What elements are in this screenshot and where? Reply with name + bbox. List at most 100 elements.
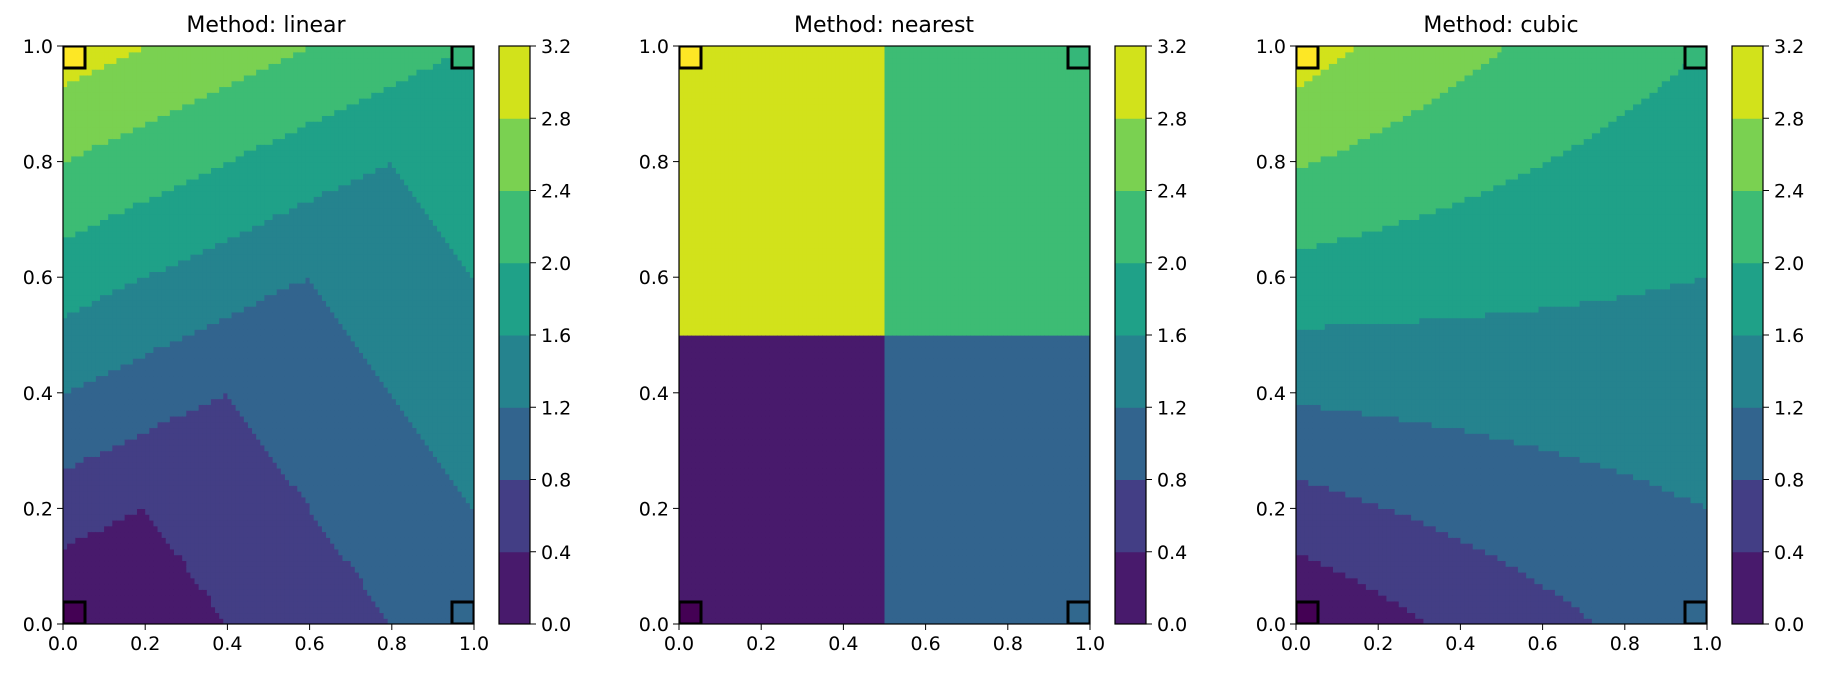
heatmap-cell xyxy=(256,317,261,325)
heatmap-cell xyxy=(157,444,163,452)
heatmap-cell xyxy=(161,277,167,284)
heatmap-cell xyxy=(71,288,76,296)
heatmap-cell xyxy=(157,126,163,134)
heatmap-cell xyxy=(79,190,85,197)
heatmap-cell xyxy=(182,519,187,527)
heatmap-cell xyxy=(95,410,101,417)
heatmap-cell xyxy=(247,335,253,342)
heatmap-cell xyxy=(153,254,159,261)
heatmap-cell xyxy=(63,138,68,145)
heatmap-cell xyxy=(63,410,68,417)
heatmap-cell xyxy=(235,207,241,215)
heatmap-cell xyxy=(87,456,93,463)
heatmap-cell xyxy=(95,387,101,394)
heatmap-cell xyxy=(227,69,233,76)
heatmap-cell xyxy=(63,479,68,486)
heatmap-cell xyxy=(256,115,261,122)
heatmap-cell xyxy=(235,132,241,140)
heatmap-cell xyxy=(247,554,253,562)
heatmap-cell xyxy=(112,519,118,527)
heatmap-cell xyxy=(157,456,163,463)
heatmap-cell xyxy=(169,225,175,232)
heatmap-cell xyxy=(190,566,196,573)
heatmap-cell xyxy=(141,51,146,59)
heatmap-cell xyxy=(157,323,163,330)
heatmap-cell xyxy=(235,213,241,220)
heatmap-cell xyxy=(79,271,85,278)
heatmap-cell xyxy=(239,202,245,209)
heatmap-cell xyxy=(116,340,122,348)
heatmap-cell xyxy=(104,259,109,267)
heatmap-cell xyxy=(215,537,220,544)
heatmap-cell xyxy=(169,190,175,197)
heatmap-cell xyxy=(198,98,204,105)
heatmap-cell xyxy=(63,537,68,544)
heatmap-cell xyxy=(165,404,171,411)
heatmap-cell xyxy=(219,254,224,261)
heatmap-cell xyxy=(178,491,183,498)
heatmap-cell xyxy=(141,288,146,296)
heatmap-cell xyxy=(173,571,179,579)
heatmap-cell xyxy=(206,155,212,163)
heatmap-cell xyxy=(132,282,138,290)
heatmap-cell xyxy=(186,74,192,82)
heatmap-cell xyxy=(91,57,97,64)
heatmap-cell xyxy=(63,294,68,301)
heatmap-cell xyxy=(178,138,183,145)
heatmap-cell xyxy=(260,236,265,244)
heatmap-cell xyxy=(215,213,220,220)
heatmap-cell xyxy=(190,236,196,244)
heatmap-cell xyxy=(116,589,122,596)
heatmap-cell xyxy=(206,450,212,457)
heatmap-cell xyxy=(83,450,89,457)
heatmap-cell xyxy=(231,450,237,457)
heatmap-cell xyxy=(247,300,253,307)
heatmap-cell xyxy=(112,467,118,475)
heatmap-cell xyxy=(219,190,224,197)
heatmap-cell xyxy=(157,213,163,220)
heatmap-cell xyxy=(256,190,261,197)
heatmap-cell xyxy=(260,352,265,359)
heatmap-cell xyxy=(157,132,163,140)
heatmap-cell xyxy=(231,410,237,417)
heatmap-cell xyxy=(194,462,200,469)
heatmap-cell xyxy=(63,589,68,596)
heatmap-cell xyxy=(132,479,138,486)
heatmap-cell xyxy=(227,398,233,405)
heatmap-cell xyxy=(75,196,81,203)
heatmap-cell xyxy=(63,184,68,192)
heatmap-cell xyxy=(132,248,138,255)
heatmap-cell xyxy=(202,306,208,313)
heatmap-cell xyxy=(190,196,196,203)
heatmap-cell xyxy=(99,225,105,232)
heatmap-cell xyxy=(186,577,192,585)
heatmap-cell xyxy=(206,86,212,93)
heatmap-cell xyxy=(145,51,150,59)
heatmap-cell xyxy=(247,265,253,273)
heatmap-cell xyxy=(71,248,76,255)
heatmap-cell xyxy=(198,144,204,151)
heatmap-cell xyxy=(194,502,200,509)
heatmap-cell xyxy=(157,242,163,249)
heatmap-cell xyxy=(79,560,85,567)
heatmap-cell xyxy=(202,450,208,457)
heatmap-cell xyxy=(149,543,155,550)
heatmap-cell xyxy=(79,566,85,573)
heatmap-cell xyxy=(219,566,224,573)
heatmap-cell xyxy=(210,595,216,602)
heatmap-cell xyxy=(252,306,257,313)
heatmap-cell xyxy=(206,427,212,434)
heatmap-cell xyxy=(243,103,249,111)
heatmap-cell xyxy=(260,92,265,99)
heatmap-cell xyxy=(63,109,68,116)
heatmap-cell xyxy=(190,230,196,238)
heatmap-cell xyxy=(210,502,216,509)
heatmap-cell xyxy=(128,612,134,619)
heatmap-cell xyxy=(202,537,208,544)
heatmap-cell xyxy=(239,69,245,76)
heatmap-cell xyxy=(210,433,216,440)
heatmap-cell xyxy=(87,306,93,313)
heatmap-cell xyxy=(157,439,163,446)
heatmap-cell xyxy=(169,329,175,336)
heatmap-cell xyxy=(239,271,245,278)
